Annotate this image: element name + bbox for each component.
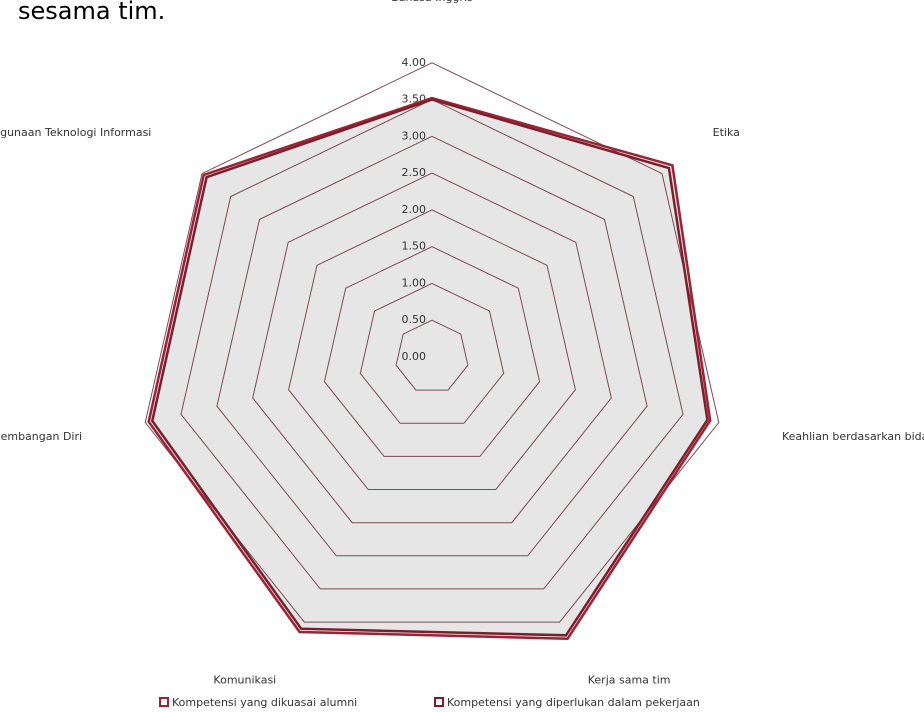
category-label: Keahlian berdasarkan bidang ilmu — [782, 430, 924, 443]
legend-swatch — [159, 697, 169, 707]
r-tick-label: 0.50 — [402, 313, 427, 326]
grid-ring — [144, 62, 720, 623]
area-fill — [148, 98, 711, 639]
category-label: Pengembangan Diri — [0, 430, 82, 443]
category-label: Komunikasi — [213, 673, 276, 686]
r-tick-label: 2.00 — [402, 203, 427, 216]
legend-label: Kompetensi yang diperlukan dalam pekerja… — [447, 696, 700, 709]
category-label: Etika — [713, 126, 740, 139]
category-label: Kerja sama tim — [588, 673, 671, 686]
legend-label: Kompetensi yang dikuasai alumni — [172, 696, 357, 709]
series-line — [147, 96, 712, 640]
category-label: Penggunaan Teknologi Informasi — [0, 126, 151, 139]
grid-ring — [288, 209, 576, 490]
grid-ring — [323, 246, 541, 457]
chart-title: sesama tim. — [18, 0, 165, 25]
grid-ring — [180, 99, 684, 590]
r-tick-label: 1.00 — [402, 276, 427, 289]
legend-swatch — [434, 697, 444, 707]
category-label: Bahasa Inggris — [391, 0, 473, 4]
grid-ring — [395, 319, 469, 391]
series-line — [150, 98, 709, 637]
r-tick-label: 1.50 — [402, 240, 427, 253]
r-tick-label: 4.00 — [402, 56, 427, 69]
grid-ring — [252, 172, 612, 524]
r-tick-label: 2.50 — [402, 166, 427, 179]
grid-ring — [359, 282, 505, 424]
r-tick-label: 0.00 — [402, 350, 427, 363]
r-tick-label: 3.00 — [402, 129, 427, 142]
grid-ring — [216, 135, 648, 557]
